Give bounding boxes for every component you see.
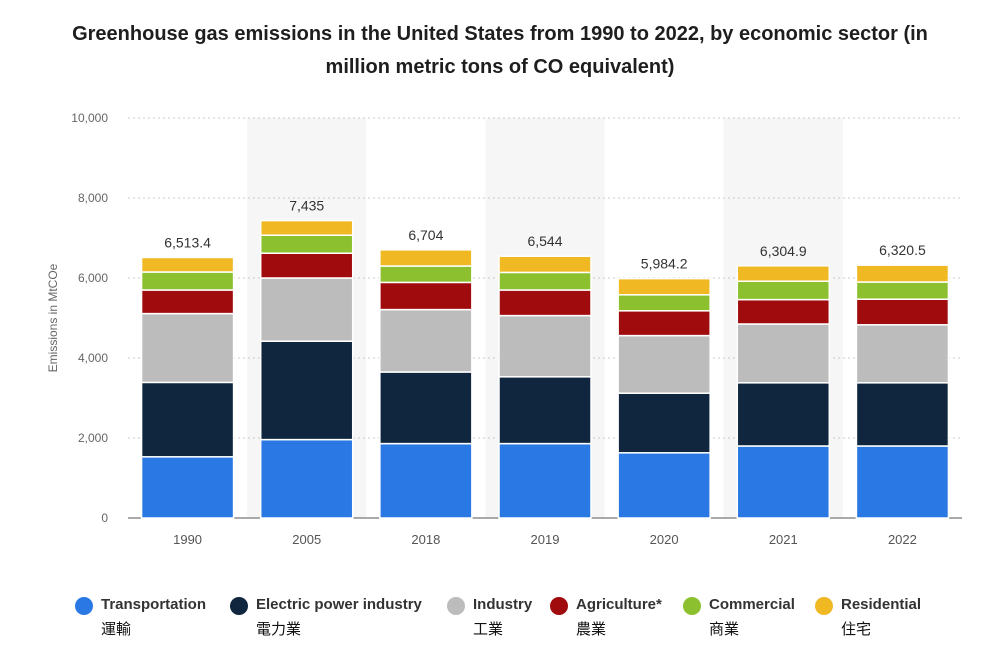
legend-sublabel: 住宅 — [841, 621, 872, 638]
bar-segment — [617, 310, 711, 337]
legend-label: Agriculture* — [576, 596, 662, 613]
bar-segment — [736, 382, 831, 447]
total-label: 5,984.2 — [641, 256, 688, 272]
bar-segment — [379, 249, 473, 267]
bar-segment — [736, 280, 831, 301]
bar-segment — [617, 452, 711, 519]
total-label: 6,704 — [408, 227, 443, 243]
bar-segment — [379, 265, 473, 284]
chart-legend: Transportation 運輸 Electric power industry 電… — [75, 594, 975, 644]
total-label: 6,513.4 — [164, 234, 211, 250]
bar-segment — [617, 294, 711, 312]
legend-sublabel: 電力業 — [256, 621, 302, 638]
legend-marker — [230, 597, 248, 615]
bar-segment — [617, 277, 711, 296]
total-label: 6,320.5 — [879, 242, 926, 258]
bar-segment — [140, 289, 235, 315]
x-tick-label: 2020 — [650, 532, 679, 547]
bar-segment — [259, 219, 354, 236]
total-label: 7,435 — [289, 198, 324, 214]
bar-segment — [379, 308, 473, 373]
legend-label: Residential — [841, 596, 922, 613]
bar-segment — [140, 256, 235, 273]
bar-segment — [855, 382, 950, 447]
legend-label: Electric power industry — [256, 596, 422, 613]
legend-label: Transportation — [101, 596, 207, 613]
x-tick-label: 2021 — [769, 532, 798, 547]
bar-segment — [140, 312, 235, 384]
x-tick-label: 2019 — [531, 532, 560, 547]
bar-segment — [617, 334, 711, 394]
y-tick-label: 6,000 — [78, 271, 108, 285]
bar-segment — [855, 445, 950, 519]
y-tick-label: 10,000 — [71, 111, 108, 125]
bar-segment — [379, 442, 473, 519]
y-axis-label: Emissions in MtCOe — [46, 263, 60, 372]
bar-segment — [617, 392, 711, 454]
x-tick-label: 2022 — [888, 532, 917, 547]
bar-segment — [140, 381, 235, 458]
bar-segment — [259, 340, 354, 441]
bar-segment — [855, 264, 950, 283]
bar-segment — [140, 271, 235, 291]
y-tick-label: 4,000 — [78, 351, 108, 365]
bar-segment — [498, 376, 592, 445]
bar-segment — [855, 298, 950, 326]
chart-title: Greenhouse gas emissions in the United S… — [72, 23, 928, 78]
legend-marker — [75, 597, 93, 615]
bar-segment — [498, 442, 592, 519]
x-tick-label: 1990 — [173, 532, 202, 547]
bar-segment — [498, 289, 592, 317]
legend-sublabel: 運輸 — [101, 621, 132, 638]
bar-segment — [379, 371, 473, 445]
y-tick-label: 8,000 — [78, 191, 108, 205]
y-tick-label: 0 — [101, 511, 108, 525]
bar-segment — [736, 265, 831, 282]
total-label: 6,304.9 — [760, 243, 807, 259]
legend-marker — [550, 597, 568, 615]
bar-segment — [736, 323, 831, 384]
bar-segment — [259, 252, 354, 279]
legend-marker — [815, 597, 833, 615]
legend-marker — [447, 597, 465, 615]
y-tick-label: 2,000 — [78, 431, 108, 445]
bar-segment — [259, 277, 354, 342]
legend-sublabel: 工業 — [473, 621, 504, 638]
x-tick-label: 2005 — [292, 532, 321, 547]
legend-label: Commercial — [709, 596, 795, 613]
legend-marker — [683, 597, 701, 615]
bar-segment — [498, 271, 592, 291]
bar-segment — [855, 281, 950, 300]
x-tick-label: 2018 — [411, 532, 440, 547]
bar-segment — [259, 438, 354, 519]
bar-segment — [140, 456, 235, 519]
bar-segment — [736, 298, 831, 325]
bar-segment — [498, 314, 592, 378]
legend-sublabel: 商業 — [709, 621, 740, 638]
bar-segment — [736, 445, 831, 519]
legend-sublabel: 農業 — [576, 621, 607, 638]
bar-segment — [379, 281, 473, 311]
bar-segment — [498, 255, 592, 274]
bar-segment — [855, 324, 950, 384]
total-label: 6,544 — [527, 233, 562, 249]
bar-segment — [259, 234, 354, 254]
legend-label: Industry — [473, 596, 533, 613]
